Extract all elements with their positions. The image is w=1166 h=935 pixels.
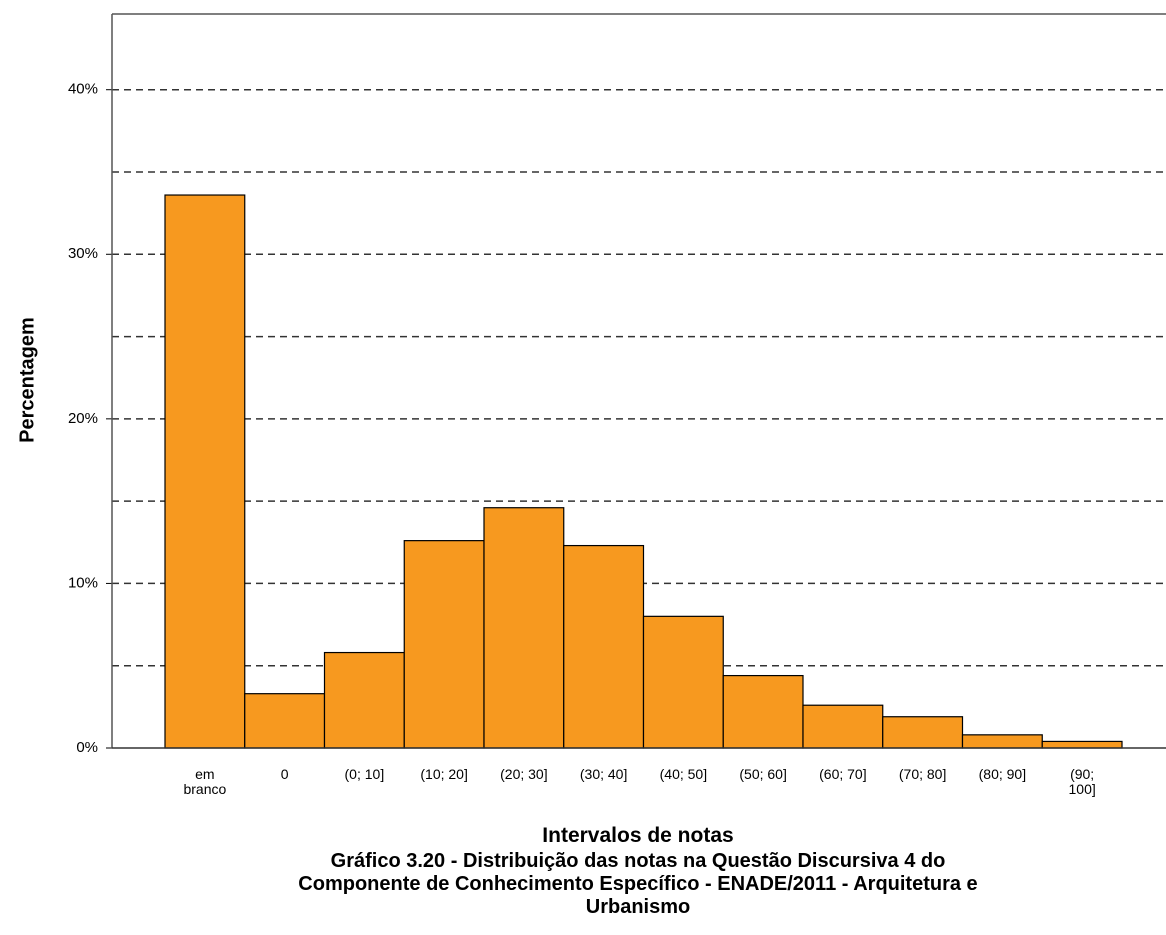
bar xyxy=(722,674,804,749)
x-tick-label: 0 xyxy=(280,766,289,782)
x-tick-label: (40; 50] xyxy=(659,766,708,782)
x-tick-label: (30; 40] xyxy=(579,766,628,782)
bar xyxy=(563,544,645,749)
y-tick-label: 0% xyxy=(76,739,98,756)
bar xyxy=(403,540,485,749)
bar xyxy=(323,651,405,749)
x-tick-label: (20; 30] xyxy=(500,766,548,782)
y-tick-label: 30% xyxy=(68,245,98,262)
x-tick-label: (90; 100] xyxy=(1068,766,1096,797)
x-tick-label: (80; 90] xyxy=(978,766,1027,782)
x-tick-label: (60; 70] xyxy=(819,766,867,782)
x-tick-label: em branco xyxy=(183,766,227,797)
x-axis-label: Intervalos de notas xyxy=(542,824,734,847)
bar xyxy=(1041,740,1123,749)
x-tick-label: (50; 60] xyxy=(739,766,787,782)
y-axis-label: Percentagem xyxy=(16,317,38,443)
y-tick-label: 40% xyxy=(68,81,98,98)
bar xyxy=(244,693,326,749)
bar xyxy=(642,615,724,749)
chart-title: Gráfico 3.20 - Distribuição das notas na… xyxy=(298,850,978,918)
bar xyxy=(164,194,246,749)
x-tick-label: (0; 10] xyxy=(344,766,385,782)
x-tick-label: (70; 80] xyxy=(898,766,947,782)
y-tick-label: 10% xyxy=(68,574,98,591)
x-tick-label: (10; 20] xyxy=(420,766,468,782)
bar xyxy=(961,734,1043,749)
y-tick-label: 20% xyxy=(68,410,98,427)
bar xyxy=(802,704,884,749)
bar xyxy=(483,507,565,749)
bar xyxy=(882,716,964,749)
